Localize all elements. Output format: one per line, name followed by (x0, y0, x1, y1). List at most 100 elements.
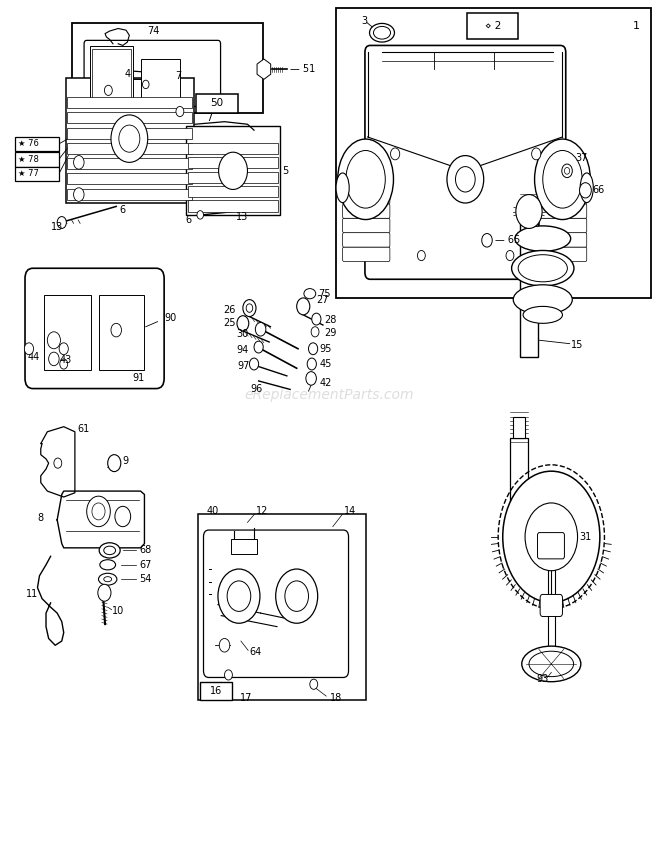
Bar (14, 152, 59, 167)
Circle shape (176, 106, 184, 116)
Bar (98, 296, 144, 370)
Text: 54: 54 (139, 575, 152, 584)
Circle shape (562, 164, 572, 178)
Circle shape (219, 638, 230, 652)
Circle shape (115, 507, 130, 527)
Bar (231, 539, 257, 554)
Text: 13: 13 (237, 212, 248, 223)
Text: 8: 8 (38, 513, 43, 524)
Circle shape (455, 167, 475, 192)
Text: 25: 25 (223, 319, 236, 328)
Text: 6: 6 (119, 205, 126, 215)
Ellipse shape (103, 547, 115, 555)
Circle shape (142, 80, 149, 88)
Ellipse shape (98, 573, 117, 585)
FancyBboxPatch shape (538, 533, 564, 558)
Circle shape (98, 584, 111, 601)
Circle shape (482, 234, 492, 247)
Text: 16: 16 (210, 686, 222, 696)
Ellipse shape (370, 24, 395, 42)
Bar (67, 112, 192, 123)
Circle shape (237, 315, 249, 331)
Text: 9: 9 (123, 456, 129, 466)
Text: 67: 67 (139, 560, 152, 570)
Circle shape (57, 217, 67, 229)
Ellipse shape (346, 150, 386, 208)
Text: 31: 31 (579, 532, 591, 541)
Text: eReplacementParts.com: eReplacementParts.com (244, 388, 415, 402)
Circle shape (532, 148, 541, 160)
Text: 4: 4 (125, 69, 131, 79)
Bar (520, 213, 538, 357)
Circle shape (312, 313, 321, 325)
Circle shape (254, 341, 263, 353)
Circle shape (107, 455, 121, 472)
Circle shape (306, 371, 316, 385)
Bar (200, 682, 233, 700)
Text: 43: 43 (59, 354, 72, 365)
Text: 90: 90 (164, 314, 177, 323)
Text: 64: 64 (250, 647, 262, 657)
Text: ⋄ 2: ⋄ 2 (486, 21, 501, 31)
Circle shape (227, 581, 251, 611)
FancyBboxPatch shape (25, 269, 164, 388)
Circle shape (54, 458, 62, 468)
Circle shape (74, 188, 84, 201)
Text: 40: 40 (207, 507, 219, 517)
Circle shape (111, 115, 148, 162)
Bar (336, 8, 651, 298)
Circle shape (104, 85, 112, 95)
Text: 13: 13 (51, 222, 63, 232)
Text: 91: 91 (132, 372, 145, 382)
Text: 93: 93 (536, 674, 548, 684)
Text: 28: 28 (324, 315, 337, 325)
Bar (188, 186, 278, 197)
Circle shape (24, 343, 34, 354)
Bar (66, 77, 194, 203)
Text: — 51: — 51 (290, 64, 316, 74)
Bar (513, 416, 525, 438)
Text: ★ 77: ★ 77 (18, 169, 40, 178)
Circle shape (506, 251, 514, 261)
Text: 6: 6 (185, 215, 191, 225)
Bar (67, 97, 192, 108)
Text: 7: 7 (206, 113, 212, 123)
Ellipse shape (534, 139, 590, 219)
Circle shape (59, 343, 69, 354)
Circle shape (197, 211, 204, 219)
Text: 75: 75 (318, 289, 330, 298)
Text: 11: 11 (26, 589, 39, 599)
Text: 42: 42 (320, 377, 332, 388)
FancyBboxPatch shape (343, 175, 390, 190)
Ellipse shape (374, 26, 391, 39)
Ellipse shape (336, 173, 349, 202)
FancyBboxPatch shape (540, 594, 563, 616)
Ellipse shape (518, 255, 567, 282)
Ellipse shape (304, 289, 316, 298)
Bar (186, 126, 279, 215)
Text: ★ 76: ★ 76 (18, 139, 40, 148)
Text: 14: 14 (344, 507, 356, 517)
Text: 15: 15 (571, 340, 583, 350)
Circle shape (275, 569, 318, 623)
Text: 74: 74 (147, 26, 159, 36)
Circle shape (218, 569, 260, 623)
Ellipse shape (522, 646, 581, 682)
Text: 68: 68 (139, 546, 152, 555)
Ellipse shape (511, 251, 574, 286)
Circle shape (219, 152, 248, 190)
Text: ★ 78: ★ 78 (18, 155, 40, 163)
Circle shape (250, 358, 258, 370)
Circle shape (285, 581, 308, 611)
FancyBboxPatch shape (343, 247, 390, 262)
Circle shape (447, 156, 484, 203)
Bar (44, 296, 92, 370)
FancyBboxPatch shape (365, 45, 565, 280)
Circle shape (516, 195, 542, 229)
Ellipse shape (580, 173, 593, 202)
Ellipse shape (513, 285, 572, 314)
Ellipse shape (337, 139, 393, 219)
Ellipse shape (529, 651, 573, 677)
Text: — 65: — 65 (495, 235, 520, 246)
Circle shape (310, 679, 318, 689)
